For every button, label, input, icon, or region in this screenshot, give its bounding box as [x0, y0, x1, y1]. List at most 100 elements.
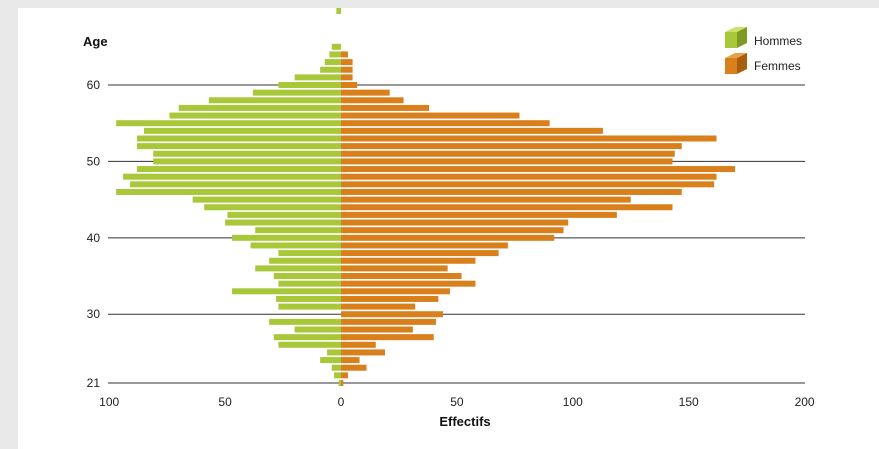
hommes-bar-age-59 — [252, 89, 341, 96]
femmes-bar-age-40 — [341, 234, 555, 241]
femmes-bar-age-38 — [341, 250, 499, 257]
femmes-bar-age-49 — [341, 166, 736, 173]
population-pyramid-chart: 21 30 40 50 60 100 50 0 50 100 150 200 Age Effecti… — [83, 8, 815, 429]
hommes-bar-age-40 — [232, 234, 341, 241]
femmes-bars — [341, 51, 736, 386]
femmes-bar-age-62 — [341, 66, 353, 73]
legend: Hommes Femmes — [725, 27, 802, 74]
x-tick-label: 100 — [563, 395, 583, 409]
hommes-bar-age-51 — [153, 150, 341, 157]
femmes-bar-age-21 — [341, 380, 344, 386]
hommes-bar-age-37 — [269, 257, 341, 264]
hommes-bar-age-50 — [153, 158, 341, 165]
hommes-bar-age-undefined — [336, 8, 341, 14]
hommes-bar-age-62 — [320, 66, 341, 73]
hommes-bar-age-47 — [130, 181, 341, 188]
hommes-bar-age-21 — [338, 380, 341, 386]
hommes-bar-age-44 — [204, 204, 341, 211]
femmes-bar-age-64 — [341, 51, 348, 58]
x-tick-label: 50 — [450, 395, 464, 409]
x-tick-label: 50 — [218, 395, 232, 409]
hommes-bar-age-60 — [278, 82, 341, 88]
femmes-bar-age-33 — [341, 288, 450, 295]
chart-frame: 21 30 40 50 60 100 50 0 50 100 150 200 Age Effecti… — [18, 8, 879, 449]
femmes-bar-age-46 — [341, 188, 682, 195]
hommes-bar-age-45 — [192, 196, 341, 203]
hommes-bar-age-42 — [225, 219, 341, 226]
femmes-bar-age-63 — [341, 59, 353, 66]
femmes-bar-age-22 — [341, 372, 348, 379]
hommes-bar-age-55 — [116, 120, 342, 127]
hommes-bar-age-58 — [208, 97, 341, 104]
femmes-bar-age-50 — [341, 158, 673, 165]
hommes-bar-age-65 — [331, 43, 341, 50]
hommes-bar-age-52 — [137, 143, 341, 150]
hommes-bar-age-31 — [278, 303, 341, 310]
hommes-bar-age-26 — [278, 341, 341, 348]
hommes-bar-age-43 — [227, 211, 341, 218]
hommes-cube-icon — [725, 27, 747, 48]
hommes-bar-age-39 — [250, 242, 341, 249]
hommes-bar-age-46 — [116, 188, 342, 195]
hommes-bar-age-34 — [278, 280, 341, 287]
femmes-bar-age-35 — [341, 273, 462, 280]
y-tick-label: 60 — [87, 78, 101, 92]
femmes-bar-age-59 — [341, 89, 390, 96]
femmes-bar-age-29 — [341, 318, 437, 325]
hommes-bar-age-35 — [273, 273, 341, 280]
legend-label-hommes: Hommes — [754, 34, 802, 48]
femmes-bar-age-41 — [341, 227, 564, 234]
femmes-bar-age-37 — [341, 257, 476, 264]
hommes-bar-age-49 — [137, 166, 341, 173]
hommes-bar-age-57 — [178, 104, 341, 111]
x-tick-label: 100 — [99, 395, 119, 409]
hommes-bar-age-56 — [169, 112, 341, 119]
x-tick-label: 150 — [679, 395, 699, 409]
femmes-bar-age-30 — [341, 311, 443, 318]
hommes-bars — [116, 8, 342, 386]
femmes-bar-age-25 — [341, 349, 386, 356]
femmes-bar-age-24 — [341, 357, 360, 364]
hommes-bar-age-48 — [123, 173, 341, 180]
hommes-bar-age-23 — [331, 364, 341, 371]
hommes-bar-age-33 — [232, 288, 341, 295]
femmes-bar-age-28 — [341, 326, 413, 333]
hommes-bar-age-64 — [329, 51, 341, 58]
femmes-bar-age-39 — [341, 242, 508, 249]
hommes-bar-age-28 — [294, 326, 341, 333]
femmes-bar-age-60 — [341, 82, 358, 88]
legend-item-hommes: Hommes — [725, 27, 802, 48]
femmes-cube-icon — [725, 53, 747, 74]
hommes-bar-age-25 — [327, 349, 341, 356]
femmes-bar-age-53 — [341, 135, 717, 142]
femmes-bar-age-45 — [341, 196, 631, 203]
hommes-bar-age-24 — [320, 357, 341, 364]
femmes-bar-age-58 — [341, 97, 404, 104]
femmes-bar-age-54 — [341, 127, 603, 134]
y-tick-label: 21 — [87, 376, 101, 390]
legend-label-femmes: Femmes — [754, 59, 801, 73]
femmes-bar-age-52 — [341, 143, 682, 150]
femmes-bar-age-61 — [341, 74, 353, 81]
y-axis-title: Age — [83, 34, 108, 49]
hommes-bar-age-54 — [143, 127, 341, 134]
femmes-bar-age-51 — [341, 150, 675, 157]
legend-item-femmes: Femmes — [725, 53, 801, 74]
femmes-bar-age-36 — [341, 265, 448, 272]
hommes-bar-age-63 — [324, 59, 341, 66]
x-tick-label: 200 — [795, 395, 815, 409]
femmes-bar-age-43 — [341, 211, 617, 218]
femmes-bar-age-34 — [341, 280, 476, 287]
femmes-bar-age-23 — [341, 364, 367, 371]
y-tick-labels: 21 30 40 50 60 — [87, 78, 101, 390]
femmes-bar-age-42 — [341, 219, 569, 226]
hommes-bar-age-41 — [255, 227, 341, 234]
femmes-bar-age-31 — [341, 303, 416, 310]
hommes-bar-age-22 — [334, 372, 341, 379]
y-tick-label: 30 — [87, 307, 101, 321]
x-axis-title: Effectifs — [439, 414, 490, 429]
femmes-bar-age-47 — [341, 181, 715, 188]
y-tick-label: 50 — [87, 154, 101, 168]
femmes-bar-age-55 — [341, 120, 550, 127]
femmes-bar-age-27 — [341, 334, 434, 341]
